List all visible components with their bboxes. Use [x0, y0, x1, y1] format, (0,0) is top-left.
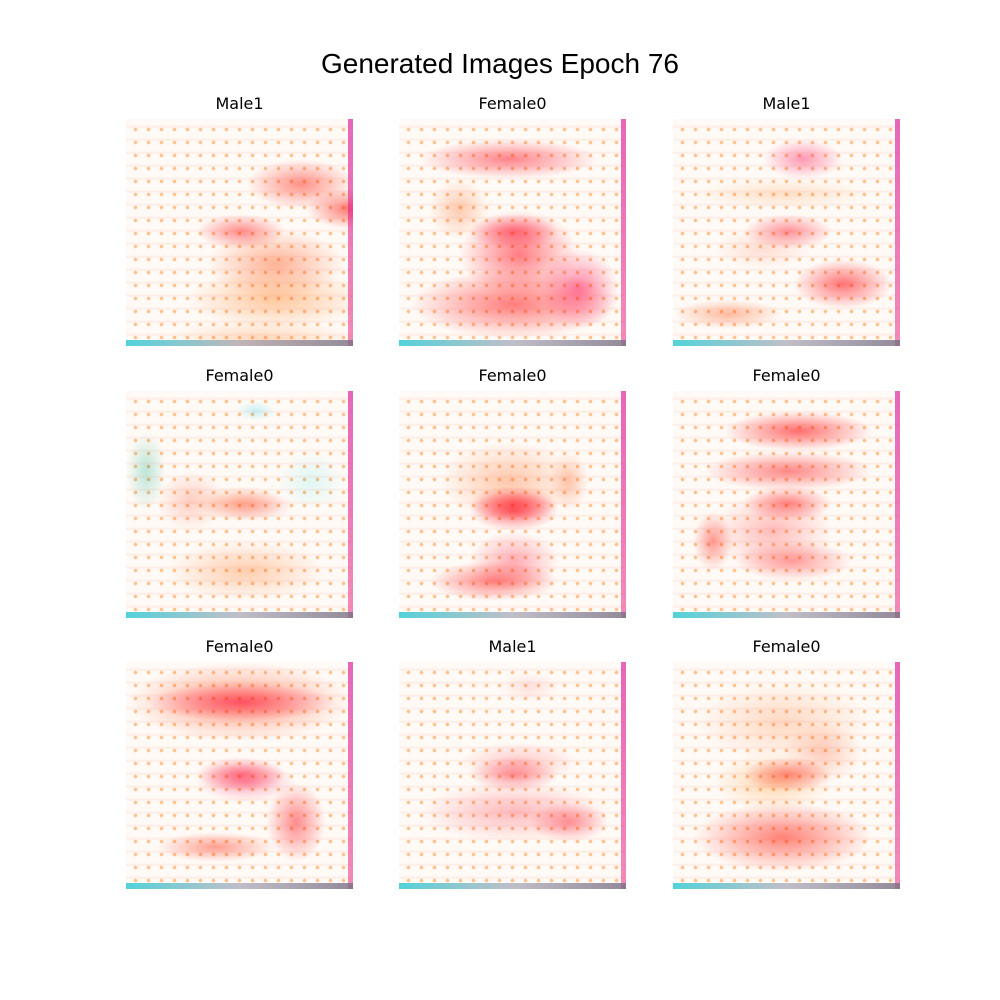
image-texture-edge-b: [673, 883, 900, 889]
image-texture-edge-r: [895, 391, 900, 618]
image-texture-dots: [399, 662, 626, 889]
image-texture-edge-r: [348, 391, 353, 618]
image-texture-dots: [673, 662, 900, 889]
figure-title: Generated Images Epoch 76: [320, 48, 679, 79]
image-texture-edge-r: [621, 119, 626, 346]
panel-label: Female0: [752, 366, 821, 385]
panel-label: Female0: [752, 637, 821, 656]
image-texture-edge-b: [126, 612, 353, 618]
generated-image: [126, 119, 353, 346]
image-texture-dots: [673, 391, 900, 618]
generated-image: [399, 119, 626, 346]
image-texture-edge-r: [348, 662, 353, 889]
generated-image: [673, 391, 900, 618]
image-texture-dots: [399, 391, 626, 618]
image-texture-edge-r: [621, 662, 626, 889]
generated-image: [126, 391, 353, 618]
image-texture-dots: [673, 119, 900, 346]
image-texture-edge-r: [621, 391, 626, 618]
generated-image: [673, 119, 900, 346]
image-texture-dots: [126, 662, 353, 889]
image-texture-edge-r: [895, 662, 900, 889]
image-texture-dots: [126, 391, 353, 618]
image-texture-edge-b: [126, 340, 353, 346]
image-texture-edge-b: [673, 612, 900, 618]
panel-label: Female0: [478, 366, 547, 385]
panel-label: Female0: [205, 637, 274, 656]
image-texture-edge-b: [673, 340, 900, 346]
panel-label: Male1: [488, 637, 537, 656]
image-texture-edge-b: [399, 340, 626, 346]
panel-label: Female0: [478, 94, 547, 113]
image-texture-edge-b: [399, 612, 626, 618]
panel-label: Male1: [215, 94, 264, 113]
image-texture-edge-r: [895, 119, 900, 346]
image-texture-dots: [126, 119, 353, 346]
generated-image: [673, 662, 900, 889]
image-texture-edge-b: [399, 883, 626, 889]
panel-label: Female0: [205, 366, 274, 385]
generated-image: [399, 662, 626, 889]
panel-label: Male1: [762, 94, 811, 113]
image-texture-edge-b: [126, 883, 353, 889]
generated-image: [399, 391, 626, 618]
image-texture-dots: [399, 119, 626, 346]
generated-image: [126, 662, 353, 889]
image-texture-edge-r: [348, 119, 353, 346]
